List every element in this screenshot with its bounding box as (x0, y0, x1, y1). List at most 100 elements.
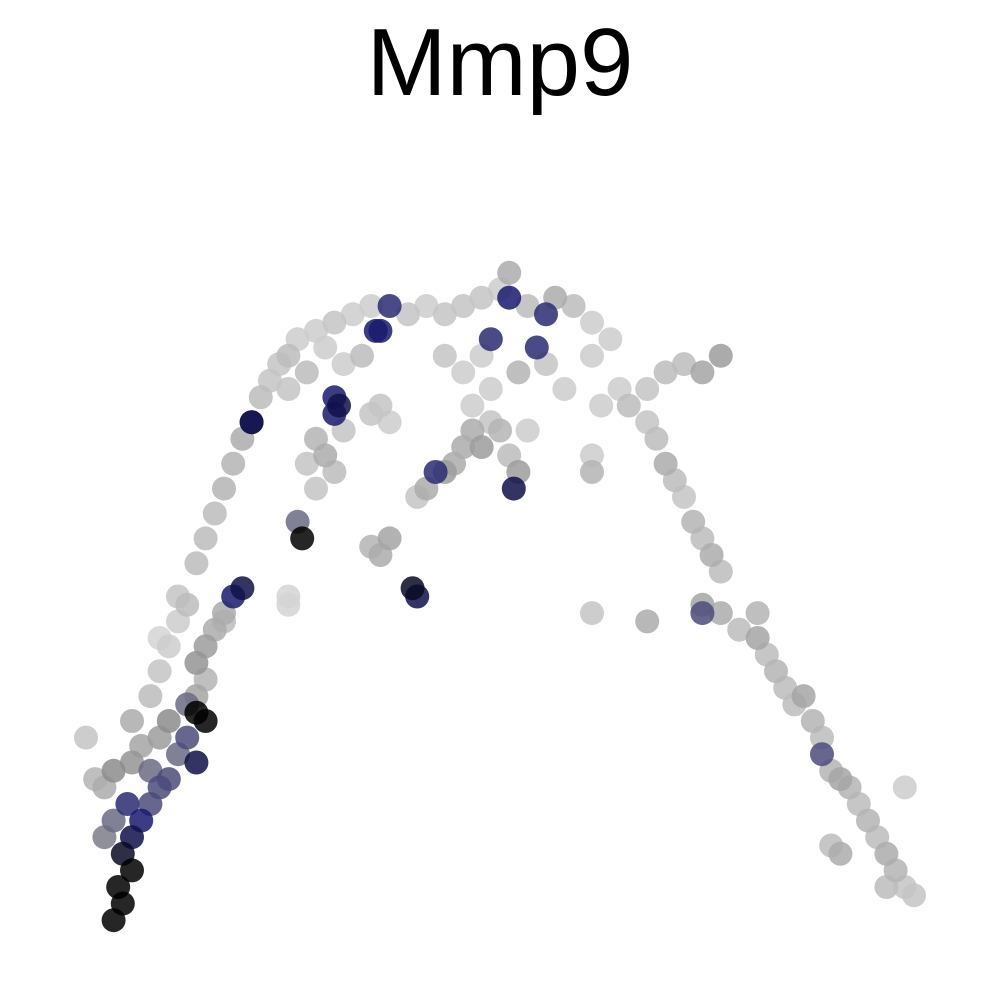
scatter-point (396, 302, 420, 327)
scatter-point (101, 758, 126, 783)
scatter-point (350, 343, 374, 368)
scatter-point (276, 584, 301, 609)
scatter-point (764, 659, 788, 684)
scatter-point (363, 318, 388, 343)
chart-title: Mmp9 (366, 9, 634, 116)
scatter-point (699, 543, 724, 567)
scatter-point (193, 526, 218, 551)
scatter-point (708, 601, 733, 626)
scatter-point (745, 626, 770, 650)
scatter-point (377, 294, 402, 318)
scatter-point (690, 601, 715, 626)
scatter-point (276, 343, 301, 368)
scatter-point (432, 343, 457, 368)
scatter-point (313, 335, 338, 360)
scatter-point (501, 476, 526, 501)
scatter-point (359, 294, 384, 318)
scatter-point (580, 310, 604, 335)
scatter-point (331, 352, 356, 377)
scatter-point (791, 684, 816, 709)
scatter-point (156, 767, 181, 792)
scatter-point (212, 476, 236, 501)
scatter-point (451, 294, 476, 318)
scatter-point (400, 576, 425, 601)
scatter-point (359, 401, 384, 426)
scatter-point (681, 509, 706, 534)
scatter-point (74, 725, 98, 750)
scatter-point (598, 327, 623, 352)
scatter-point (672, 352, 696, 377)
scatter-point (506, 360, 531, 385)
points-layer (74, 260, 926, 933)
scatter-point (497, 285, 522, 310)
scatter-point (653, 360, 678, 385)
scatter-point (304, 476, 328, 501)
scatter-point (635, 377, 660, 401)
scatter-point (892, 775, 917, 800)
scatter-point (432, 302, 457, 327)
scatter-point (294, 451, 319, 476)
scatter-point (515, 294, 540, 318)
scatter-point (327, 393, 351, 418)
scatter-point (653, 451, 678, 476)
scatter-point (810, 742, 834, 767)
scatter-point (423, 460, 448, 484)
scatter-point (156, 709, 181, 733)
scatter-point (175, 725, 200, 750)
scatter-point (727, 617, 752, 642)
scatter-point (497, 260, 522, 285)
scatter-point (580, 460, 604, 484)
scatter-point (156, 634, 181, 659)
scatter-point (589, 393, 614, 418)
scatter-point (524, 335, 549, 360)
scatter-point (828, 767, 853, 792)
scatter-point (800, 709, 825, 733)
scatter-point (115, 792, 140, 816)
scatter-point (580, 443, 604, 468)
scatter-point (635, 609, 660, 634)
scatter-point (856, 808, 880, 833)
scatter-point (515, 418, 540, 443)
scatter-point (230, 576, 255, 601)
scatter-point (340, 302, 365, 327)
scatter-point (184, 551, 209, 576)
scatter-point (106, 875, 131, 899)
scatter-point (745, 601, 770, 626)
scatter-point (469, 435, 494, 460)
scatter-point (202, 501, 227, 526)
scatter-point (175, 592, 200, 617)
scatter-point (290, 526, 315, 551)
scatter-point (828, 841, 853, 866)
scatter-point (313, 443, 338, 468)
scatter-point (616, 393, 641, 418)
scatter-point (580, 601, 604, 626)
scatter-point (138, 684, 163, 709)
scatter-point (534, 302, 558, 327)
scatter-point (874, 841, 899, 866)
scatter-point (184, 750, 209, 775)
scatter-point (902, 883, 926, 908)
scatter-point (221, 451, 246, 476)
scatter-point (248, 385, 273, 410)
scatter-point (184, 700, 209, 725)
scatter-point (644, 426, 669, 451)
scatter-point (580, 343, 604, 368)
scatter-point (460, 393, 485, 418)
scatter-point (708, 343, 733, 368)
scatter-point (690, 360, 715, 385)
scatter-point (120, 709, 144, 733)
scatter-point (377, 526, 402, 551)
scatter-point (184, 650, 209, 675)
scatter-point (552, 377, 577, 401)
scatter-point (120, 750, 144, 775)
scatter-point (478, 377, 503, 401)
scatter-point (147, 659, 172, 684)
scatter-point (276, 377, 301, 401)
scatter-point (239, 410, 264, 435)
scatter-point (120, 858, 144, 883)
scatter-point (101, 808, 126, 833)
scatter-point (414, 294, 439, 318)
scatter-point (478, 327, 503, 352)
scatter-point (561, 294, 586, 318)
